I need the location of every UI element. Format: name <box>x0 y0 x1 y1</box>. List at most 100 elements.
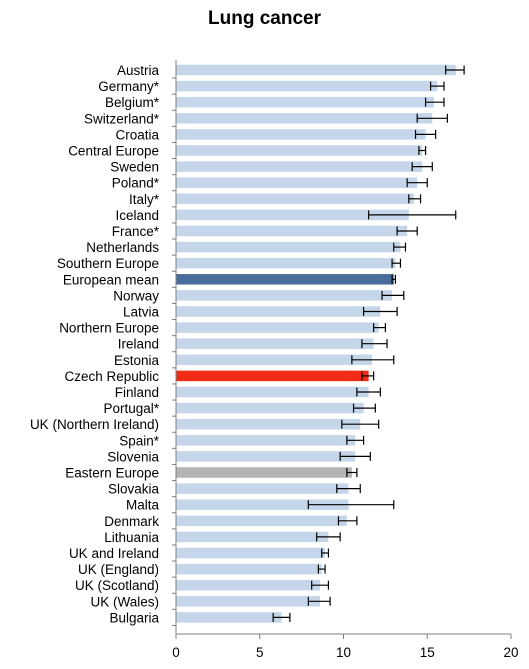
category-label-italy: Italy* <box>129 192 160 207</box>
error-bar-france <box>396 226 418 236</box>
bar-slovakia <box>176 483 349 494</box>
category-label-norway: Norway <box>113 288 159 303</box>
error-bar-finland <box>356 387 381 397</box>
bar-uk-wales <box>176 596 321 607</box>
bar-ireland <box>176 338 374 349</box>
bar-estonia <box>176 354 372 366</box>
category-label-eastern-europe: Eastern Europe <box>65 466 159 481</box>
error-bar-northern-europe <box>373 323 386 333</box>
category-label-sweden: Sweden <box>110 160 159 175</box>
bar-european-mean <box>176 274 394 285</box>
bar-uk-and-ireland <box>176 547 326 559</box>
bar-croatia <box>176 129 426 140</box>
category-label-denmark: Denmark <box>104 514 159 529</box>
error-bar-central-europe <box>418 146 427 155</box>
category-label-latvia: Latvia <box>123 305 160 320</box>
bar-italy <box>176 193 414 205</box>
error-bar-iceland <box>368 210 457 220</box>
bar-belgium <box>176 96 434 108</box>
bar-southern-europe <box>176 257 396 269</box>
category-label-central-europe: Central Europe <box>68 144 159 159</box>
category-label-netherlands: Netherlands <box>86 240 159 255</box>
bar-central-europe <box>176 145 423 156</box>
error-bar-eastern-europe <box>346 468 358 477</box>
category-label-czech-republic: Czech Republic <box>64 369 159 384</box>
bar-czech-republic <box>176 370 369 382</box>
error-bar-croatia <box>414 129 437 139</box>
error-bar-uk-wales <box>307 596 331 606</box>
x-tick-label-5: 5 <box>256 645 264 660</box>
error-bar-estonia <box>351 355 395 365</box>
bar-northern-europe <box>176 322 379 333</box>
bar-uk-northern-ireland <box>176 418 361 430</box>
bar-eastern-europe <box>176 467 352 478</box>
error-bar-portugal <box>352 403 376 413</box>
category-label-uk-england: UK (England) <box>78 562 159 577</box>
category-label-finland: Finland <box>115 385 159 400</box>
category-label-lithuania: Lithuania <box>104 530 159 545</box>
category-label-croatia: Croatia <box>115 127 159 142</box>
x-tick-label-15: 15 <box>420 645 435 660</box>
bar-poland <box>176 177 418 188</box>
error-bar-germany <box>430 81 445 91</box>
category-label-portugal: Portugal* <box>103 401 159 416</box>
category-label-european-mean: European mean <box>63 272 159 287</box>
category-label-ireland: Ireland <box>118 337 159 352</box>
category-label-france: France* <box>112 224 160 239</box>
bars-layer <box>176 64 456 623</box>
error-bar-italy <box>408 194 422 204</box>
category-label-slovakia: Slovakia <box>108 482 160 497</box>
bar-france <box>176 225 408 237</box>
category-label-poland: Poland* <box>112 176 160 191</box>
bar-latvia <box>176 306 381 317</box>
bar-austria <box>176 64 456 76</box>
category-label-iceland: Iceland <box>115 208 159 223</box>
category-labels-layer: AustriaGermany*Belgium*Switzerland*Croat… <box>30 63 160 625</box>
x-tick-label-20: 20 <box>503 645 518 660</box>
error-bar-belgium <box>424 97 445 107</box>
category-label-uk-scotland: UK (Scotland) <box>75 578 159 593</box>
bar-iceland <box>176 209 409 221</box>
category-label-austria: Austria <box>117 63 160 78</box>
category-label-slovenia: Slovenia <box>107 449 159 464</box>
chart-title: Lung cancer <box>208 8 321 29</box>
error-bar-netherlands <box>393 242 407 252</box>
bar-germany <box>176 80 438 92</box>
error-bar-czech-republic <box>361 371 375 381</box>
category-label-northern-europe: Northern Europe <box>59 321 159 336</box>
error-bar-poland <box>406 178 428 188</box>
category-label-germany: Germany* <box>98 79 160 94</box>
error-bar-switzerland <box>416 113 448 123</box>
bar-portugal <box>176 402 364 414</box>
bar-bulgaria <box>176 612 282 623</box>
error-bar-austria <box>445 65 465 75</box>
x-tick-label-0: 0 <box>172 645 180 660</box>
category-label-bulgaria: Bulgaria <box>109 610 159 625</box>
bar-lithuania <box>176 531 329 543</box>
bar-uk-england <box>176 563 322 575</box>
error-bar-spain <box>346 435 365 445</box>
bar-switzerland <box>176 113 433 124</box>
category-label-switzerland: Switzerland* <box>84 111 160 126</box>
category-label-malta: Malta <box>126 498 160 513</box>
bar-denmark <box>176 515 347 527</box>
error-bar-sweden <box>411 162 433 172</box>
bar-netherlands <box>176 241 401 253</box>
error-bar-slovakia <box>336 484 361 494</box>
category-label-southern-europe: Southern Europe <box>57 256 159 271</box>
bar-slovenia <box>176 451 356 462</box>
category-label-belgium: Belgium* <box>105 95 160 110</box>
bar-norway <box>176 290 393 301</box>
category-label-spain: Spain* <box>119 433 160 448</box>
error-bar-slovenia <box>339 451 371 461</box>
bar-uk-scotland <box>176 579 321 591</box>
category-label-uk-wales: UK (Wales) <box>90 594 159 609</box>
error-bar-malta <box>307 500 395 510</box>
bar-finland <box>176 386 369 398</box>
error-bar-norway <box>381 290 405 300</box>
error-bar-southern-europe <box>391 258 402 268</box>
error-bar-uk-and-ireland <box>321 548 330 558</box>
error-bar-denmark <box>337 516 358 526</box>
error-bar-ireland <box>361 339 388 349</box>
